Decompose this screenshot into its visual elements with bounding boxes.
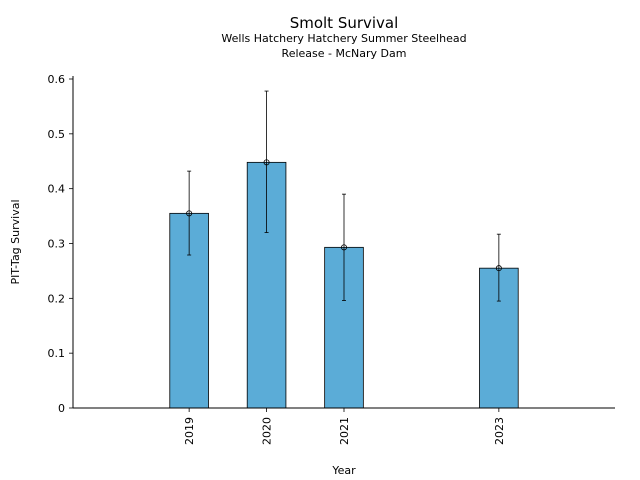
y-tick-label: 0.3 bbox=[48, 238, 66, 251]
point-marker-2019 bbox=[186, 210, 193, 217]
point-marker-2023 bbox=[495, 265, 502, 272]
x-axis-label: Year bbox=[331, 464, 356, 477]
x-tick-label: 2019 bbox=[183, 417, 196, 445]
point-marker-2020 bbox=[263, 159, 270, 166]
y-tick-label: 0 bbox=[58, 402, 65, 415]
y-tick-label: 0.1 bbox=[48, 347, 66, 360]
chart-subtitle-line-2: Release - McNary Dam bbox=[282, 47, 407, 60]
plot-area bbox=[169, 90, 519, 409]
x-tick-label: 2023 bbox=[493, 417, 506, 445]
chart-subtitle-line-1: Wells Hatchery Hatchery Summer Steelhead bbox=[221, 32, 466, 45]
y-tick-label: 0.5 bbox=[48, 128, 66, 141]
y-axis-label: PIT-Tag Survival bbox=[9, 199, 22, 284]
x-tick-label: 2020 bbox=[261, 417, 274, 445]
y-tick-label: 0.6 bbox=[48, 73, 66, 86]
chart-title: Smolt Survival bbox=[290, 14, 399, 32]
y-tick-label: 0.2 bbox=[48, 292, 66, 305]
x-tick-label: 2021 bbox=[338, 417, 351, 445]
y-tick-label: 0.4 bbox=[48, 183, 66, 196]
point-marker-2021 bbox=[340, 244, 347, 251]
x-axis-ticks: 2019 2020 2021 2023 bbox=[183, 408, 506, 445]
y-axis-ticks: 0 0.1 0.2 0.3 0.4 0.5 0.6 bbox=[48, 73, 73, 415]
